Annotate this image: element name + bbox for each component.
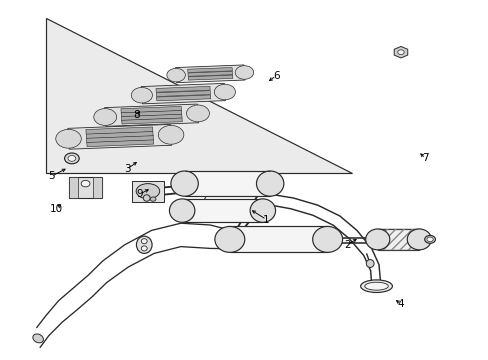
Ellipse shape — [143, 195, 150, 201]
Polygon shape — [377, 229, 418, 250]
Polygon shape — [104, 104, 198, 126]
Text: 6: 6 — [272, 71, 279, 81]
Ellipse shape — [171, 171, 198, 196]
Polygon shape — [121, 114, 182, 120]
Polygon shape — [121, 110, 182, 117]
Polygon shape — [184, 171, 269, 196]
Polygon shape — [141, 84, 225, 104]
Polygon shape — [86, 131, 153, 138]
Ellipse shape — [424, 235, 434, 243]
Ellipse shape — [136, 184, 159, 199]
Ellipse shape — [166, 68, 185, 82]
Ellipse shape — [235, 66, 253, 79]
Polygon shape — [393, 46, 407, 58]
Polygon shape — [187, 68, 232, 73]
Ellipse shape — [169, 199, 194, 222]
Ellipse shape — [56, 129, 81, 148]
Polygon shape — [86, 127, 153, 134]
Ellipse shape — [360, 280, 391, 292]
Ellipse shape — [249, 199, 275, 222]
Text: 8: 8 — [133, 110, 140, 120]
Ellipse shape — [426, 237, 432, 242]
Ellipse shape — [397, 50, 403, 54]
Polygon shape — [68, 125, 171, 149]
Polygon shape — [175, 65, 244, 83]
Ellipse shape — [141, 246, 147, 251]
Ellipse shape — [150, 197, 156, 201]
Text: 1: 1 — [263, 215, 269, 225]
Ellipse shape — [365, 229, 389, 250]
Text: 2: 2 — [343, 240, 350, 250]
Polygon shape — [156, 91, 210, 96]
Ellipse shape — [158, 125, 183, 144]
Ellipse shape — [141, 239, 147, 244]
Polygon shape — [156, 86, 210, 92]
Polygon shape — [132, 181, 163, 202]
Polygon shape — [93, 177, 102, 198]
Polygon shape — [69, 177, 78, 198]
Text: 3: 3 — [123, 164, 130, 174]
Text: 4: 4 — [397, 299, 404, 309]
Text: 5: 5 — [48, 171, 55, 181]
Polygon shape — [182, 199, 263, 222]
Ellipse shape — [136, 236, 152, 253]
Ellipse shape — [407, 229, 430, 250]
Ellipse shape — [131, 87, 152, 103]
Polygon shape — [86, 135, 153, 143]
Text: 7: 7 — [421, 153, 428, 163]
Ellipse shape — [33, 334, 43, 343]
Polygon shape — [122, 118, 182, 124]
Ellipse shape — [64, 153, 79, 164]
Ellipse shape — [186, 105, 209, 122]
Ellipse shape — [68, 156, 76, 161]
Text: 9: 9 — [136, 189, 142, 199]
Ellipse shape — [214, 226, 244, 252]
Ellipse shape — [94, 109, 117, 125]
Polygon shape — [188, 75, 232, 80]
Text: 10: 10 — [50, 204, 62, 214]
Ellipse shape — [366, 260, 373, 267]
Ellipse shape — [81, 180, 90, 187]
Polygon shape — [86, 139, 153, 147]
Ellipse shape — [312, 226, 342, 252]
Polygon shape — [187, 71, 232, 76]
Polygon shape — [229, 226, 327, 252]
Polygon shape — [121, 106, 181, 113]
Polygon shape — [156, 95, 210, 101]
Polygon shape — [46, 18, 351, 173]
Ellipse shape — [364, 282, 387, 290]
Polygon shape — [69, 177, 102, 198]
Ellipse shape — [256, 171, 283, 196]
Ellipse shape — [214, 84, 235, 100]
